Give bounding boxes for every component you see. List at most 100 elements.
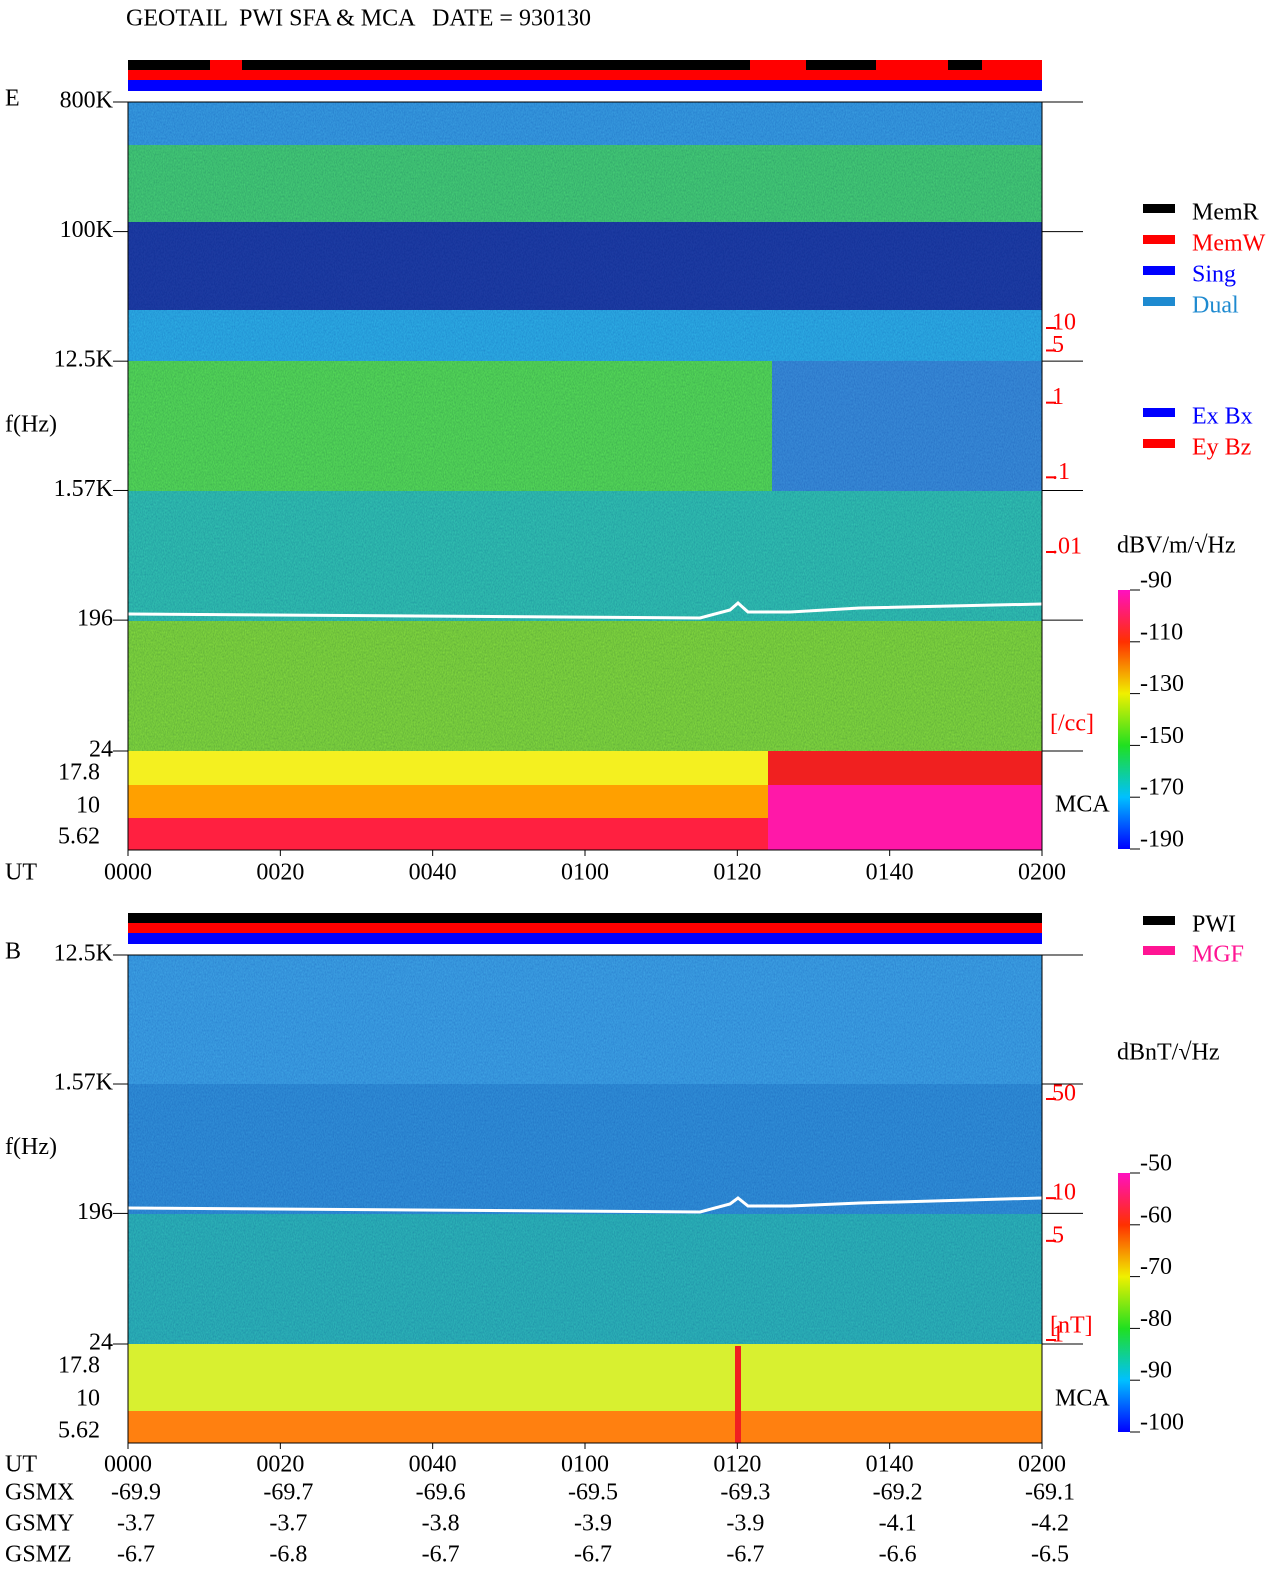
colorbar-tick-label: -170 (1140, 775, 1184, 801)
x-tick-label: 0020 (256, 1452, 304, 1478)
orbit-value: -6.7 (574, 1542, 612, 1568)
colorbar-tick-label: -80 (1140, 1306, 1172, 1332)
density-tick-label: 10 (1052, 1180, 1076, 1206)
band (128, 621, 1042, 751)
y-tick-label: 12.5K (54, 941, 114, 967)
colorbar-tick-label: -190 (1140, 827, 1184, 853)
y-tick-label: 1.57K (54, 1070, 114, 1096)
plasma-line (127, 600, 1043, 620)
colorbar (1118, 590, 1130, 849)
mca-tick-label: 5.62 (58, 824, 100, 850)
legend-swatch (1143, 916, 1175, 925)
title: GEOTAIL PWI SFA & MCA DATE = 930130 (126, 6, 591, 32)
legend-label: Sing (1192, 262, 1236, 288)
y-tick-label: 1.57K (54, 476, 114, 502)
x-tick-label: 0140 (866, 1452, 914, 1478)
mca-band (128, 818, 768, 850)
y-tick-label: 24 (89, 737, 113, 763)
spectrogram-e (128, 102, 1042, 751)
orbit-value: -3.7 (269, 1511, 307, 1537)
x-tick-label: 0140 (866, 860, 914, 886)
mca-band (768, 818, 1042, 850)
mca-label: MCA (1055, 792, 1110, 818)
legend-label: PWI (1192, 912, 1236, 938)
density-unit: [nT] (1050, 1313, 1093, 1339)
x-tick-label: 0200 (1018, 1452, 1066, 1478)
status-bar (128, 933, 1042, 944)
orbit-value: -6.6 (879, 1542, 917, 1568)
orbit-value: -69.7 (263, 1480, 313, 1506)
status-bar (128, 923, 1042, 933)
y-axis-label: f(Hz) (5, 411, 57, 437)
mca-band (128, 1344, 1042, 1411)
x-tick-label: 0100 (561, 860, 609, 886)
legend-swatch (1143, 439, 1175, 448)
band (128, 310, 1042, 361)
status-bar (128, 913, 1042, 923)
orbit-value: -69.3 (720, 1480, 770, 1506)
colorbar-tick-label: -50 (1140, 1151, 1172, 1177)
mca-tick-label: 5.62 (58, 1418, 100, 1444)
band (128, 102, 1042, 145)
orbit-value: -4.1 (879, 1511, 917, 1537)
density-tick-label: .1 (1052, 459, 1070, 485)
legend-swatch (1143, 266, 1175, 275)
status-bar (876, 60, 948, 70)
orbit-value: -6.8 (269, 1542, 307, 1568)
density-tick-label: 10 (1052, 310, 1076, 336)
mca-band (768, 751, 1042, 785)
colorbar-tick-label: -150 (1140, 723, 1184, 749)
orbit-value: -69.9 (111, 1480, 161, 1506)
legend-swatch (1143, 204, 1175, 213)
colorbar-tick-label: -130 (1140, 671, 1184, 697)
density-tick-label: 5 (1052, 332, 1064, 358)
band (128, 1084, 1042, 1214)
mca-band (768, 785, 1042, 818)
colorbar-tick-label: -100 (1140, 1410, 1184, 1436)
colorbar-tick-label: -90 (1140, 1358, 1172, 1384)
band (128, 145, 1042, 222)
status-bar (128, 70, 1042, 80)
orbit-value: -4.2 (1031, 1511, 1069, 1537)
mca-tick-label: 10 (76, 1386, 100, 1412)
orbit-value: -6.5 (1031, 1542, 1069, 1568)
band (128, 361, 772, 491)
x-tick-label: 0120 (713, 860, 761, 886)
colorbar-tick-label: -70 (1140, 1254, 1172, 1280)
y-tick-label: 24 (89, 1330, 113, 1356)
colorbar (1118, 1173, 1130, 1432)
status-bar (128, 80, 1042, 91)
x-tick-label: 0100 (561, 1452, 609, 1478)
band (128, 222, 1042, 310)
legend-label: Dual (1192, 293, 1239, 319)
orbit-row-label: GSMZ (5, 1542, 72, 1568)
density-tick-label: .01 (1052, 534, 1082, 560)
orbit-value: -69.1 (1025, 1480, 1075, 1506)
orbit-value: -6.7 (422, 1542, 460, 1568)
mca-tick-label: 17.8 (58, 1353, 100, 1379)
orbit-value: -3.9 (574, 1511, 612, 1537)
orbit-value: -3.9 (726, 1511, 764, 1537)
colorbar-tick-label: -110 (1140, 619, 1183, 645)
x-axis-label: UT (5, 860, 37, 886)
orbit-value: -6.7 (726, 1542, 764, 1568)
panel-label: B (5, 939, 21, 965)
panel-label: E (5, 86, 20, 112)
y-tick-label: 12.5K (54, 347, 114, 373)
mca-tick-label: 17.8 (58, 760, 100, 786)
orbit-row-label: GSMY (5, 1511, 74, 1537)
x-tick-label: 0000 (104, 860, 152, 886)
status-bar (128, 60, 1042, 70)
y-tick-label: 196 (77, 1199, 113, 1225)
legend-label: MemR (1192, 200, 1259, 226)
legend-label: MGF (1192, 942, 1244, 968)
x-tick-label: 0120 (713, 1452, 761, 1478)
y-axis-label: f(Hz) (5, 1134, 57, 1160)
x-tick-label: 0020 (256, 860, 304, 886)
orbit-value: -3.7 (117, 1511, 155, 1537)
status-bar (750, 60, 806, 70)
status-bar (210, 60, 242, 70)
mca-band (735, 1346, 741, 1443)
mca-band (128, 785, 768, 818)
